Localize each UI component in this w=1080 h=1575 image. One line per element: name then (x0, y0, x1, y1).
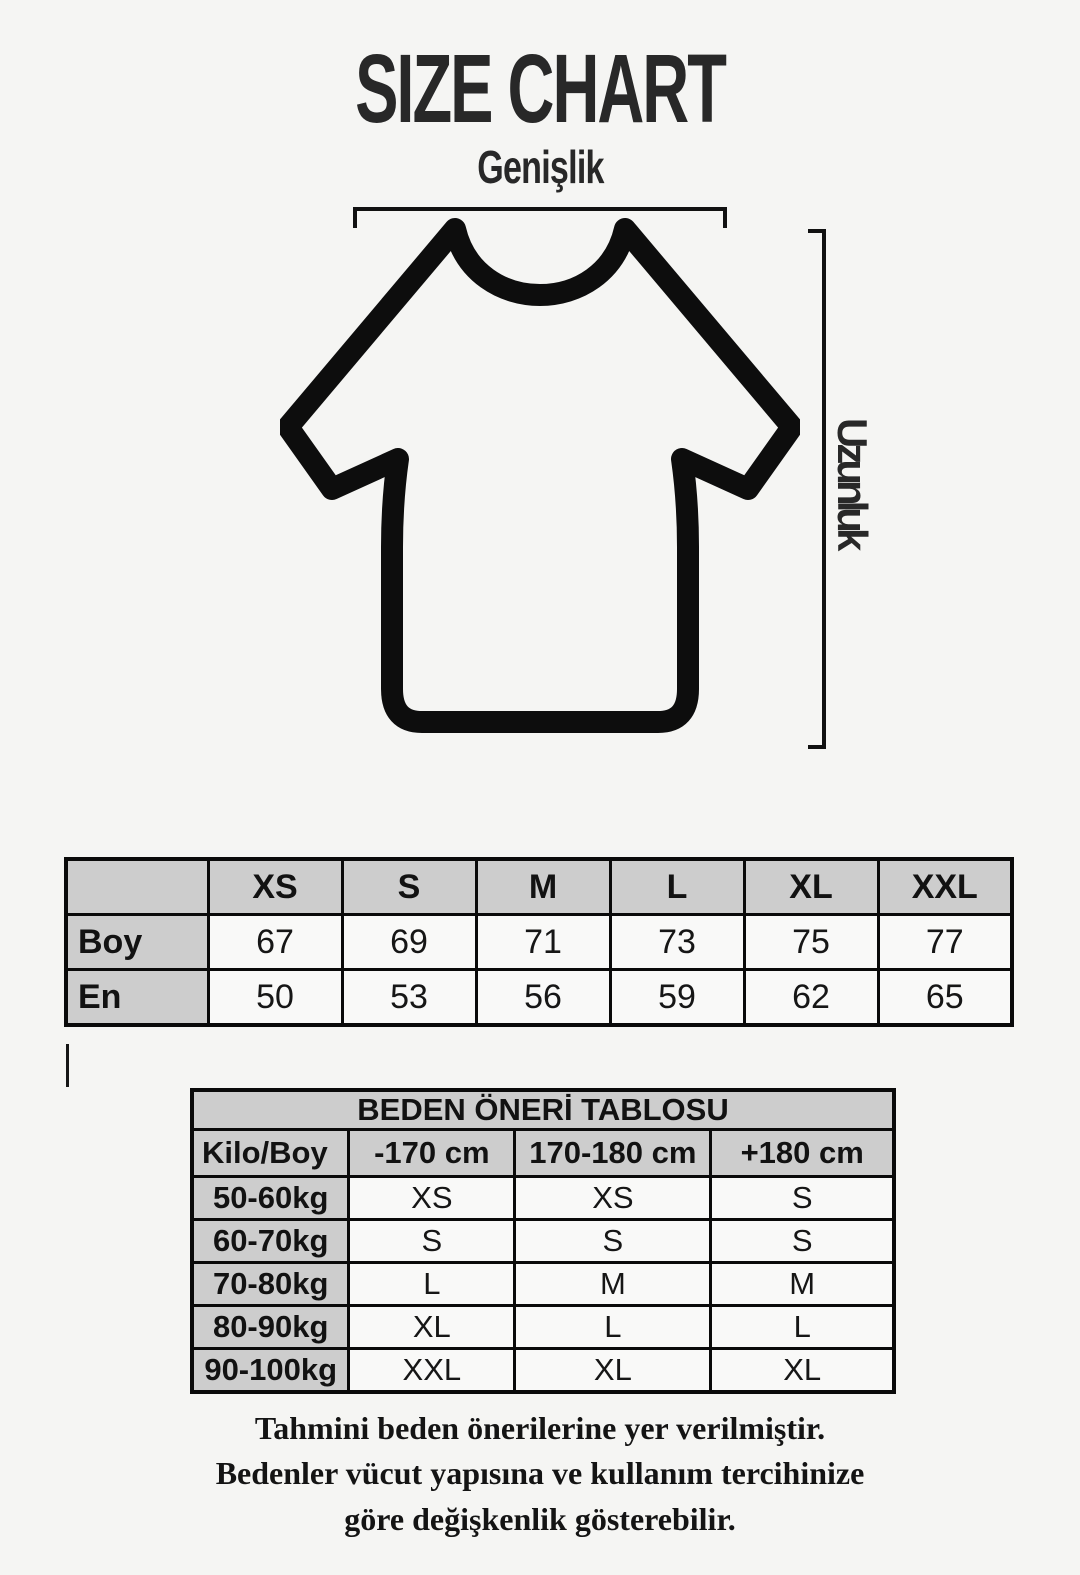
column-header-cell: 170-180 cm (513, 1128, 713, 1178)
page-title: SIZE CHART (355, 34, 727, 143)
recommendation-table-row: 90-100kg XXL XL XL (190, 1347, 896, 1394)
value-cell: S (513, 1218, 713, 1264)
disclaimer-text: Tahmini beden önerilerine yer verilmişti… (0, 1406, 1080, 1542)
value-cell: L (709, 1304, 896, 1350)
width-measure-bracket (353, 207, 727, 228)
value-cell: 73 (608, 913, 746, 971)
value-cell: 50 (206, 968, 344, 1027)
value-cell: L (347, 1261, 517, 1307)
disclaimer-line: Bedenler vücut yapısına ve kullanım terc… (215, 1455, 865, 1492)
row-label-cell: 80-90kg (190, 1304, 351, 1350)
tshirt-outline-icon (280, 218, 800, 733)
value-cell: S (709, 1175, 896, 1221)
column-header-cell: XXL (876, 857, 1014, 916)
column-header-cell: S (340, 857, 478, 916)
row-label-cell: 70-80kg (190, 1261, 351, 1307)
value-cell: XL (709, 1347, 896, 1394)
stray-mark (66, 1044, 69, 1087)
width-label: Genişlik (476, 141, 604, 193)
column-header-cell: -170 cm (347, 1128, 517, 1178)
value-cell: 67 (206, 913, 344, 971)
table-title-cell: BEDEN ÖNERİ TABLOSU (190, 1088, 896, 1131)
value-cell: 62 (742, 968, 880, 1027)
value-cell: XXL (347, 1347, 517, 1394)
recommendation-table: BEDEN ÖNERİ TABLOSU Kilo/Boy -170 cm 170… (190, 1088, 896, 1394)
row-label-cell: 50-60kg (190, 1175, 351, 1221)
value-cell: M (709, 1261, 896, 1307)
width-label-row: Genişlik (0, 142, 1080, 193)
column-header-cell: +180 cm (709, 1128, 896, 1178)
recommendation-table-row: 70-80kg L M M (190, 1261, 896, 1307)
value-cell: M (513, 1261, 713, 1307)
value-cell: XS (347, 1175, 517, 1221)
column-header-cell: Kilo/Boy (190, 1128, 351, 1178)
value-cell: L (513, 1304, 713, 1350)
row-label-cell: 90-100kg (190, 1347, 351, 1394)
disclaimer-line: göre değişkenlik gösterebilir. (344, 1500, 736, 1537)
value-cell: 69 (340, 913, 478, 971)
column-header-cell: XL (742, 857, 880, 916)
length-measure-bracket (808, 229, 826, 749)
size-table-row: En 50 53 56 59 62 65 (64, 968, 1014, 1027)
recommendation-table-header-row: Kilo/Boy -170 cm 170-180 cm +180 cm (190, 1128, 896, 1178)
value-cell: 53 (340, 968, 478, 1027)
recommendation-table-row: 50-60kg XS XS S (190, 1175, 896, 1221)
column-header-cell: M (474, 857, 612, 916)
value-cell: 56 (474, 968, 612, 1027)
recommendation-table-title-row: BEDEN ÖNERİ TABLOSU (190, 1088, 896, 1131)
column-header-cell: L (608, 857, 746, 916)
page-title-row: SIZE CHART (0, 40, 1080, 137)
column-header-cell: XS (206, 857, 344, 916)
recommendation-table-row: 80-90kg XL L L (190, 1304, 896, 1350)
value-cell: S (709, 1218, 896, 1264)
value-cell: 77 (876, 913, 1014, 971)
disclaimer-line: Tahmini beden önerilerine yer verilmişti… (254, 1410, 826, 1446)
value-cell: XL (347, 1304, 517, 1350)
size-table: XS S M L XL XXL Boy 67 69 71 73 75 77 En… (64, 857, 1014, 1027)
value-cell: 71 (474, 913, 612, 971)
recommendation-table-row: 60-70kg S S S (190, 1218, 896, 1264)
size-table-row: Boy 67 69 71 73 75 77 (64, 913, 1014, 971)
value-cell: 65 (876, 968, 1014, 1027)
value-cell: XL (513, 1347, 713, 1394)
size-table-header-row: XS S M L XL XXL (64, 857, 1014, 916)
row-label-cell: Boy (64, 913, 210, 971)
value-cell: 59 (608, 968, 746, 1027)
length-label: Uzunluk (829, 418, 876, 547)
corner-cell (64, 857, 210, 916)
value-cell: 75 (742, 913, 880, 971)
row-label-cell: 60-70kg (190, 1218, 351, 1264)
value-cell: S (347, 1218, 517, 1264)
value-cell: XS (513, 1175, 713, 1221)
row-label-cell: En (64, 968, 210, 1027)
